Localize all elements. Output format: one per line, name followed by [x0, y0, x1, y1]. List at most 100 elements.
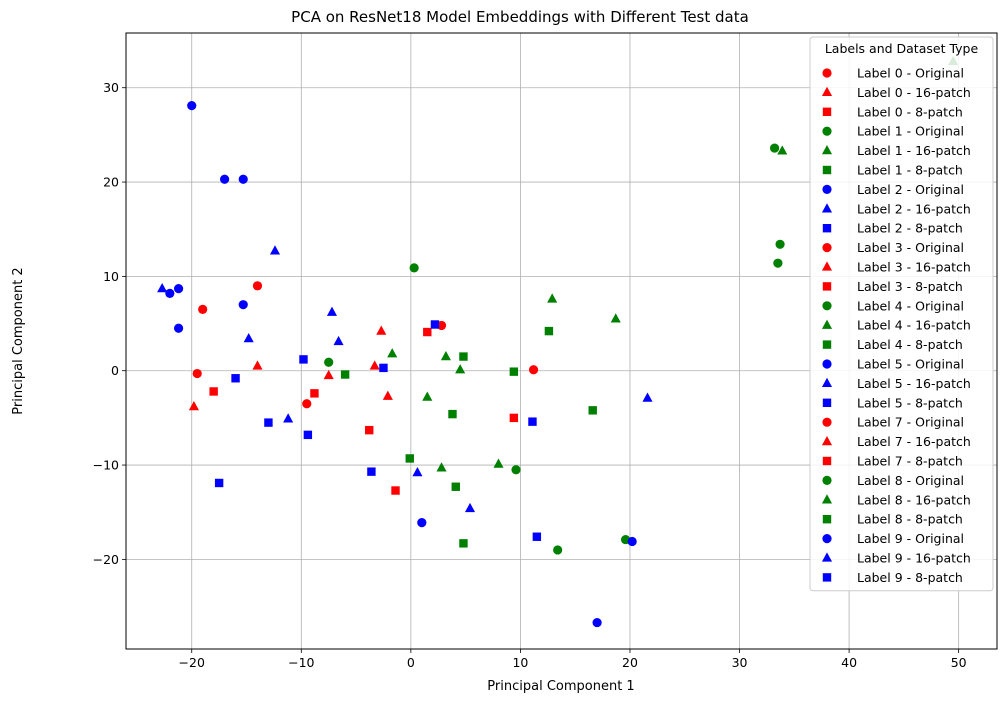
legend-marker-11 — [822, 282, 832, 291]
data-point-s8-p3 — [303, 430, 313, 440]
legend-marker-14 — [822, 340, 832, 349]
legend-entry-21: Label 8 - Original — [857, 473, 964, 488]
legend-marker-16 — [821, 377, 833, 388]
legend-marker-4 — [821, 145, 833, 155]
data-point-s0-p4 — [436, 320, 447, 331]
legend-marker-19 — [821, 436, 833, 446]
data-point-s4-p0 — [387, 348, 398, 358]
legend-entry-7: Label 2 - 16-patch — [857, 201, 971, 216]
data-point-s8-p5 — [430, 320, 440, 329]
data-point-s6-p9 — [627, 536, 637, 547]
legend-marker-9 — [822, 243, 832, 253]
legend-entry-5: Label 1 - 8-patch — [857, 163, 963, 178]
plot-frame — [125, 32, 998, 650]
legend-marker-1 — [821, 86, 833, 97]
data-point-s8-p9 — [214, 478, 224, 488]
data-point-s3-p3 — [553, 545, 563, 555]
x-tick-label-2: 0 — [407, 655, 415, 670]
data-point-s0-p0 — [198, 304, 208, 314]
legend-marker-8 — [822, 224, 832, 233]
legend-entry-20: Label 7 - 8-patch — [857, 454, 963, 469]
legend-marker-13 — [821, 319, 833, 329]
data-point-s2-p3 — [365, 425, 374, 435]
legend-marker-12 — [822, 301, 832, 311]
x-axis-ticks: −20 −10 0 10 20 30 40 50 — [179, 649, 967, 670]
y-tick-label-5: 30 — [103, 80, 119, 95]
data-point-s0-p3 — [192, 368, 202, 379]
legend-entry-15: Label 5 - Original — [857, 357, 964, 372]
data-point-s2-p1 — [310, 389, 319, 398]
data-point-s4-p5 — [493, 458, 504, 468]
data-point-s0-p1 — [252, 281, 263, 291]
data-point-s4-p2 — [455, 364, 466, 374]
data-point-s3-p6 — [775, 239, 785, 249]
legend-box — [809, 36, 994, 592]
data-point-s7-p1 — [269, 245, 281, 255]
legend-entry-9: Label 3 - Original — [857, 240, 964, 255]
legend-marker-2 — [822, 107, 832, 116]
data-point-s5-p1 — [405, 454, 414, 463]
legend-entry-25: Label 9 - 16-patch — [857, 551, 971, 566]
data-point-s1-p5 — [382, 390, 393, 400]
data-point-s5-p0 — [340, 370, 350, 379]
x-tick-label-1: −10 — [288, 655, 314, 670]
data-point-s6-p7 — [417, 517, 427, 528]
x-tick-label-7: 50 — [951, 655, 967, 670]
legend-entry-18: Label 7 - Original — [857, 415, 964, 430]
x-axis-label: Principal Component 1 — [487, 679, 634, 694]
legend-marker-22 — [821, 494, 833, 504]
data-point-s4-p7 — [610, 313, 621, 323]
data-point-s6-p3 — [173, 284, 184, 294]
legend-marker-3 — [822, 126, 832, 136]
data-point-s5-p6 — [509, 367, 519, 376]
data-point-s7-p0 — [157, 283, 168, 293]
x-tick-label-4: 20 — [622, 655, 638, 670]
legend-entry-24: Label 9 - Original — [857, 531, 964, 546]
y-axis-ticks: −20 −10 0 10 20 30 — [93, 80, 126, 567]
data-point-s8-p4 — [379, 363, 388, 373]
legend-entry-14: Label 4 - 8-patch — [857, 337, 963, 352]
data-point-s7-p2 — [243, 333, 254, 343]
legend-entry-4: Label 1 - 16-patch — [857, 143, 971, 158]
y-tick-label-0: −20 — [93, 552, 119, 567]
legend-entry-6: Label 2 - Original — [857, 182, 964, 197]
data-point-s6-p2 — [238, 174, 248, 184]
y-tick-label-2: 0 — [111, 363, 119, 378]
data-point-s5-p3 — [451, 482, 460, 491]
legend-marker-0 — [822, 68, 832, 78]
data-point-s7-p8 — [642, 392, 653, 402]
legend-entry-22: Label 8 - 16-patch — [857, 492, 971, 507]
legend-entry-2: Label 0 - 8-patch — [857, 104, 963, 119]
legend-entry-3: Label 1 - Original — [857, 124, 964, 139]
data-point-s5-p5 — [459, 539, 468, 548]
legend-marker-20 — [822, 456, 832, 466]
legend-entry-19: Label 7 - 16-patch — [857, 434, 971, 449]
legend-marker-24 — [822, 534, 832, 544]
data-point-s3-p5 — [769, 143, 780, 153]
data-point-s3-p2 — [511, 465, 521, 475]
legend-entry-26: Label 9 - 8-patch — [857, 570, 963, 585]
legend-entry-8: Label 2 - 8-patch — [857, 221, 963, 236]
data-point-s5-p2 — [448, 409, 457, 419]
data-point-s0-p5 — [528, 365, 539, 375]
legend-marker-26 — [822, 573, 832, 582]
data-point-s3-p1 — [324, 357, 334, 367]
y-axis-label: Principal Component 2 — [11, 267, 26, 414]
legend-marker-15 — [822, 359, 832, 369]
x-tick-label-5: 30 — [732, 655, 748, 670]
legend-entry-23: Label 8 - 8-patch — [857, 512, 963, 527]
x-tick-label-3: 10 — [512, 655, 528, 670]
y-tick-label-3: 10 — [103, 269, 119, 284]
data-point-s5-p7 — [544, 326, 554, 336]
data-point-s5-p8 — [588, 406, 597, 415]
data-point-s0-p2 — [302, 399, 312, 409]
legend-title: Labels and Dataset Type — [825, 41, 979, 56]
data-point-s4-p1 — [440, 350, 451, 361]
legend-marker-18 — [822, 417, 832, 427]
legend-marker-10 — [821, 261, 833, 271]
legend-marker-17 — [822, 398, 832, 407]
legend-entry-10: Label 3 - 16-patch — [857, 260, 971, 275]
data-point-s2-p5 — [509, 413, 519, 423]
data-point-s5-p4 — [459, 352, 468, 361]
y-tick-label-4: 20 — [103, 175, 119, 190]
